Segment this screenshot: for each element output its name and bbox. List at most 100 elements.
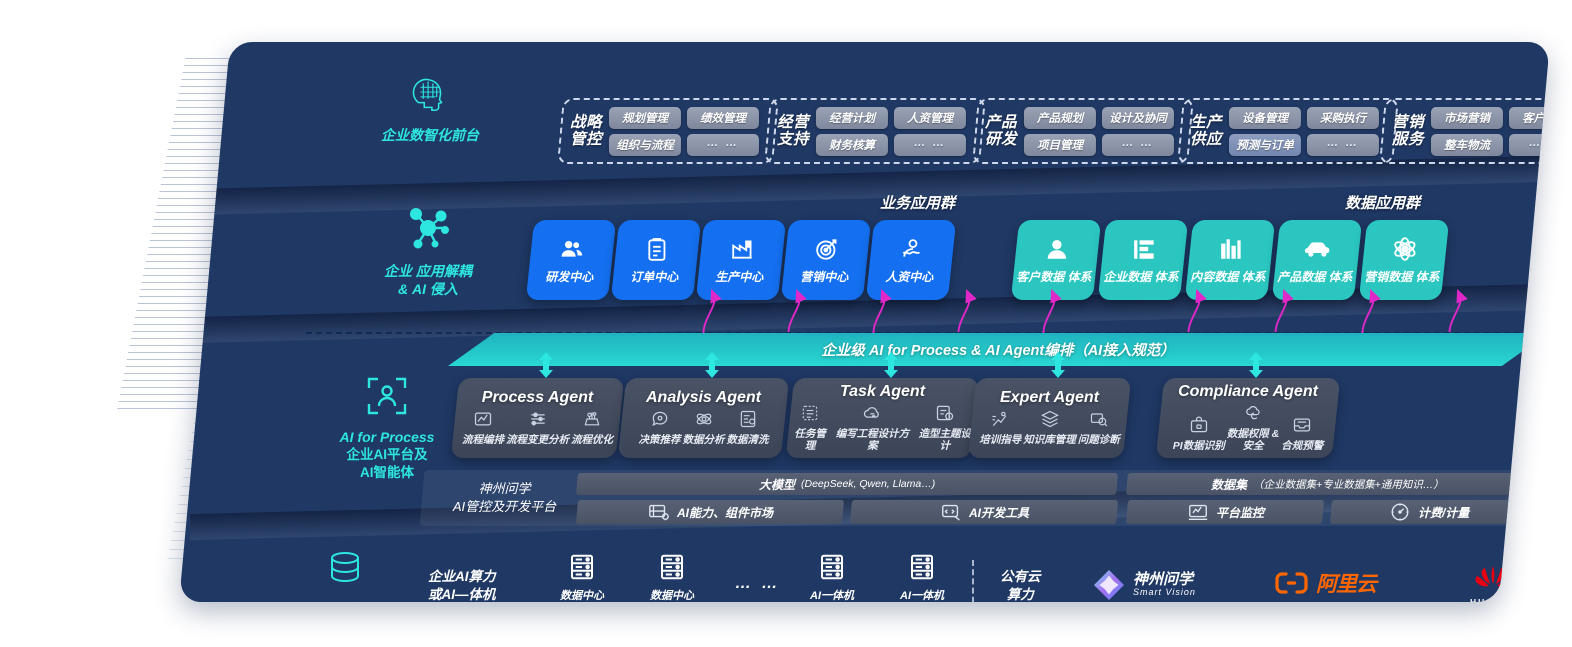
platform-button-label: AI开发工具 bbox=[968, 505, 1029, 519]
platform-bar-detail: （企业数据集+专业数据集+通用知识…） bbox=[1252, 478, 1444, 490]
infra-item[interactable]: AI一体机 bbox=[900, 552, 944, 602]
group-title: 营销 服务 bbox=[1392, 113, 1425, 148]
agent-feature-label: 合规预警 bbox=[1281, 440, 1324, 452]
person-avatar-icon bbox=[1044, 236, 1070, 267]
agent-feature[interactable]: 合规预警 bbox=[1281, 415, 1323, 453]
app-card[interactable]: 客户数据 体系 bbox=[1010, 220, 1102, 300]
components-market-icon bbox=[647, 501, 671, 523]
gauge-meter-icon bbox=[1388, 501, 1412, 523]
layer-ai-process: AI for Process 企业AI平台及 AI智能体 Process Age… bbox=[230, 352, 1550, 480]
agent-feature[interactable]: 数据分析 bbox=[683, 409, 725, 447]
agent-feature[interactable]: 数据清洗 bbox=[727, 409, 769, 447]
front-office-group[interactable]: 战略 管控 规划管理 绩效管理 组织与流程… … bbox=[557, 98, 779, 164]
capability-chip[interactable]: 组织与流程 bbox=[609, 133, 682, 156]
capability-chip[interactable]: 客户关系 bbox=[1509, 106, 1550, 129]
brand-sub: Smart Vision bbox=[1133, 587, 1196, 598]
agent-feature[interactable]: 流程变更分析 bbox=[506, 409, 569, 447]
agent-feature-label: 编写工程设计方案 bbox=[835, 428, 910, 452]
infra-item[interactable]: … … bbox=[735, 552, 780, 594]
infra-label-text: AI基础算力 bbox=[310, 601, 380, 602]
front-office-group[interactable]: 经营 支持 经营计划 人资管理 财务核算… … bbox=[764, 98, 986, 164]
partner-brand[interactable]: HUAWEI bbox=[1470, 564, 1516, 602]
app-card[interactable]: 营销数据 体系 bbox=[1358, 220, 1450, 300]
agent-feature[interactable]: 问题诊断 bbox=[1078, 409, 1120, 447]
capability-chip[interactable]: … … bbox=[1102, 133, 1175, 156]
capability-chip[interactable]: 规划管理 bbox=[609, 106, 682, 129]
front-office-group[interactable]: 营销 服务 市场营销 客户关系 整车物流… … bbox=[1379, 98, 1550, 164]
agent-card[interactable]: Analysis Agent 决策推荐 数据分析 数据清洗 bbox=[617, 378, 790, 458]
capability-chip[interactable]: 设备管理 bbox=[1229, 106, 1302, 129]
app-card[interactable]: 生产中心 bbox=[695, 220, 787, 300]
platform-button-label: 计费/计量 bbox=[1418, 505, 1470, 519]
front-office-group[interactable]: 产品 研发 产品规划 设计及协同 项目管理… … bbox=[972, 98, 1194, 164]
infra-item[interactable]: 数据中心 bbox=[560, 552, 604, 602]
capability-chip[interactable]: 市场营销 bbox=[1431, 106, 1504, 129]
orchestration-label: 企业级 AI for Process & AI Agent编排（AI接入规范） bbox=[821, 343, 1175, 359]
app-card[interactable]: 研发中心 bbox=[525, 220, 617, 300]
infra-item[interactable]: 数据中心 bbox=[650, 552, 694, 602]
huawei-flower-icon bbox=[1473, 564, 1513, 596]
person-scan-frame-icon bbox=[292, 374, 482, 422]
layer-infrastructure: AI基础算力 企业AI算力 或AI—体机 数据中心 数据中心 … … AI一体机 AI一体… bbox=[230, 542, 1550, 602]
agent-feature[interactable]: 编写工程设计方案 bbox=[832, 403, 912, 452]
agent-feature[interactable]: 任务管理 bbox=[790, 403, 830, 452]
capability-chip[interactable]: 人资管理 bbox=[894, 106, 967, 129]
layer-front-office: 企业数智化前台 战略 管控 规划管理 绩效管理 组织与流程… … 经营 支持 经营计划 人资… bbox=[230, 60, 1550, 178]
agent-title: Expert Agent bbox=[1000, 389, 1099, 407]
platform-button[interactable]: AI能力、组件市场 bbox=[575, 499, 845, 524]
app-card-label: 产品数据 体系 bbox=[1277, 269, 1353, 284]
app-card[interactable]: 营销中心 bbox=[780, 220, 872, 300]
server-rack-icon bbox=[567, 552, 597, 587]
platform-headline-bar[interactable]: 数据集 （企业数据集+专业数据集+通用知识…） bbox=[1126, 472, 1528, 495]
server-rack-icon bbox=[657, 552, 687, 587]
public-cloud-label: 公有云 算力 bbox=[1000, 569, 1041, 602]
app-card[interactable]: 产品数据 体系 bbox=[1271, 220, 1363, 300]
agent-card[interactable]: Task Agent 任务管理 编写工程设计方案 造型主题设计 bbox=[785, 378, 980, 458]
capability-chip[interactable]: … … bbox=[687, 133, 760, 156]
capability-chip[interactable]: 项目管理 bbox=[1024, 133, 1097, 156]
platform-button[interactable]: AI开发工具 bbox=[849, 499, 1119, 524]
agent-feature[interactable]: 数据权限 & 安全 bbox=[1226, 403, 1280, 452]
infra-item-title: 企业AI算力 或AI—体机 bbox=[428, 569, 496, 602]
agent-card[interactable]: Compliance Agent PI数据识别 数据权限 & 安全 合规预警 bbox=[1155, 378, 1341, 458]
users-group-icon bbox=[559, 236, 585, 267]
capability-chip[interactable]: 预测与订单 bbox=[1229, 133, 1302, 156]
agent-feature[interactable]: 培训指导 bbox=[979, 409, 1021, 447]
app-card[interactable]: 企业数据 体系 bbox=[1097, 220, 1189, 300]
capability-chip[interactable]: … … bbox=[894, 133, 967, 156]
agent-card[interactable]: Process Agent 流程编排 流程变更分析 流程优化 bbox=[450, 378, 625, 458]
agent-feature[interactable]: PI数据识别 bbox=[1173, 415, 1225, 453]
group-title: 产品 研发 bbox=[985, 113, 1018, 148]
capability-chip[interactable]: 采购执行 bbox=[1307, 106, 1380, 129]
platform-button[interactable]: 计费/计量 bbox=[1329, 499, 1529, 524]
capability-chip[interactable]: 经营计划 bbox=[816, 106, 889, 129]
capability-chip[interactable]: 设计及协同 bbox=[1102, 106, 1175, 129]
capability-chip[interactable]: 绩效管理 bbox=[687, 106, 760, 129]
capability-chip[interactable]: 财务核算 bbox=[816, 133, 889, 156]
agent-feature[interactable]: 决策推荐 bbox=[639, 409, 681, 447]
platform-button[interactable]: 平台监控 bbox=[1125, 499, 1325, 524]
agent-feature[interactable]: 知识库管理 bbox=[1023, 409, 1076, 447]
platform-headline-bar[interactable]: 大模型 (DeepSeek, Qwen, Llama…) bbox=[576, 472, 1118, 495]
capability-chip[interactable]: … … bbox=[1509, 133, 1550, 156]
capability-chip[interactable]: … … bbox=[1307, 133, 1380, 156]
front-office-group[interactable]: 生产 供应 设备管理 采购执行 预测与订单… … bbox=[1177, 98, 1399, 164]
agent-feature-label: 知识库管理 bbox=[1023, 434, 1076, 447]
app-card-label: 营销数据 体系 bbox=[1364, 269, 1440, 284]
agent-feature[interactable]: 造型主题设计 bbox=[915, 403, 975, 452]
app-card[interactable]: 人资中心 bbox=[865, 220, 957, 300]
infra-item[interactable]: 企业AI算力 或AI—体机 bbox=[428, 552, 496, 602]
agent-feature-label: 数据权限 & 安全 bbox=[1226, 428, 1280, 452]
partner-brand[interactable]: 神州问学 Smart Vision bbox=[1092, 568, 1196, 602]
agent-card[interactable]: Expert Agent 培训指导 知识库管理 问题诊断 bbox=[967, 378, 1132, 458]
infra-item[interactable]: AI一体机 bbox=[810, 552, 854, 602]
agent-feature[interactable]: 流程优化 bbox=[571, 409, 613, 447]
capability-chip[interactable]: 产品规划 bbox=[1024, 106, 1097, 129]
partner-brand[interactable]: 阿里云 bbox=[1275, 568, 1376, 598]
capability-chip[interactable]: 整车物流 bbox=[1431, 133, 1504, 156]
group-title: 经营 支持 bbox=[777, 113, 810, 148]
app-card[interactable]: 内容数据 体系 bbox=[1184, 220, 1276, 300]
agent-feature[interactable]: 流程编排 bbox=[462, 409, 504, 447]
task-grid-icon bbox=[800, 403, 820, 428]
app-card[interactable]: 订单中心 bbox=[610, 220, 702, 300]
